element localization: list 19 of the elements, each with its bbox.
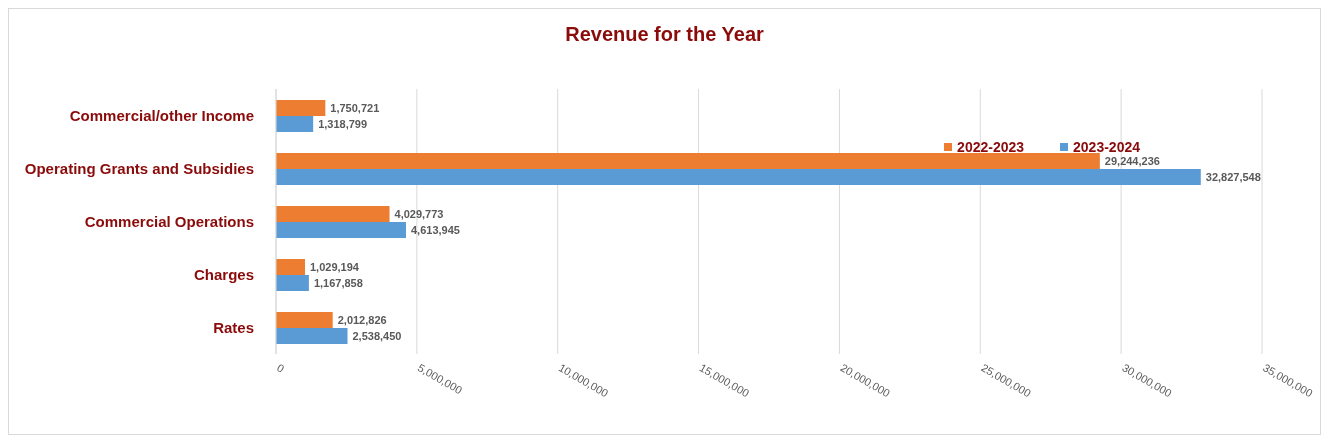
y-tick-label: Commercial Operations xyxy=(84,212,254,230)
data-label: 1,750,721 xyxy=(330,101,380,114)
data-label: 32,827,548 xyxy=(1205,170,1261,183)
data-label: 1,318,799 xyxy=(318,117,368,130)
chart-title: Revenue for the Year xyxy=(564,22,765,47)
data-label: 2,538,450 xyxy=(352,329,402,342)
y-tick-label: Charges xyxy=(193,265,254,283)
x-tick-label: 0 xyxy=(275,361,287,375)
legend-label: 2022-2023 xyxy=(956,139,1025,155)
legend-label: 2023-2024 xyxy=(1072,139,1140,155)
data-label: 1,167,858 xyxy=(313,276,363,289)
data-label: 4,029,773 xyxy=(394,207,444,220)
y-tick-label: Rates xyxy=(213,318,254,336)
data-label: 4,613,945 xyxy=(410,223,460,236)
data-label: 1,029,194 xyxy=(309,260,360,273)
y-tick-label: Commercial/other Income xyxy=(69,106,254,124)
y-tick-label: Operating Grants and Subsidies xyxy=(24,159,254,177)
data-label: 29,244,236 xyxy=(1104,154,1160,167)
data-label: 2,012,826 xyxy=(337,313,387,326)
